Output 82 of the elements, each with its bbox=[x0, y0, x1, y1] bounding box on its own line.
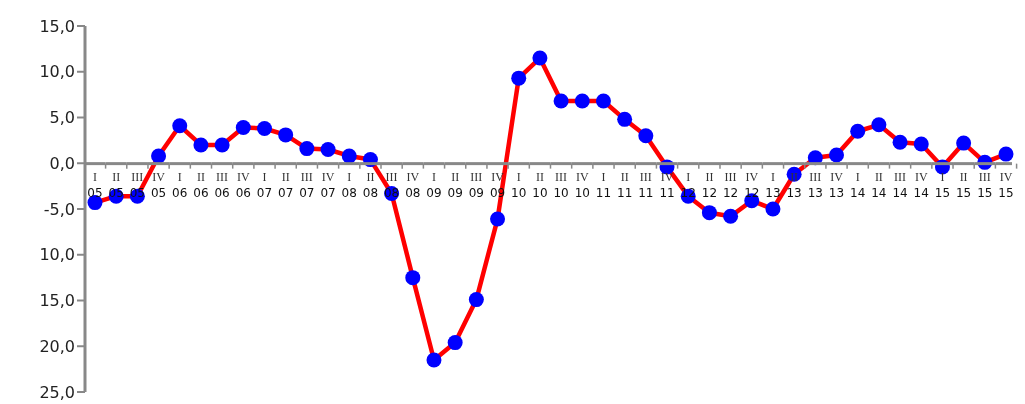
x-tick-label: I 05 bbox=[87, 169, 103, 200]
y-tick-label: 25,0 bbox=[39, 382, 75, 402]
point bbox=[151, 148, 167, 164]
point bbox=[214, 137, 230, 153]
x-tick-label: I 10 bbox=[511, 169, 527, 200]
point bbox=[532, 50, 548, 66]
x-tick-label: III 14 bbox=[892, 169, 908, 200]
point bbox=[235, 120, 251, 136]
point bbox=[701, 205, 717, 221]
x-tick-label: I 13 bbox=[765, 169, 781, 200]
x-tick-label: I 15 bbox=[934, 169, 951, 200]
x-tick-label: IV 06 bbox=[235, 169, 251, 200]
point bbox=[595, 93, 611, 109]
x-tick-label: I 07 bbox=[256, 169, 273, 200]
x-tick-label: II 05 bbox=[108, 169, 124, 200]
x-tick-label: III 11 bbox=[638, 169, 654, 200]
x-tick-label: IV 08 bbox=[405, 169, 421, 200]
x-tick-label: III 13 bbox=[807, 169, 823, 200]
point bbox=[193, 137, 209, 153]
point bbox=[405, 270, 421, 286]
x-tick-label: I 08 bbox=[341, 169, 357, 200]
x-tick-label: II 14 bbox=[871, 169, 887, 200]
x-tick-label: I 11 bbox=[595, 169, 612, 200]
x-tick-label: IV 15 bbox=[998, 169, 1014, 200]
y-tick-label: 20,0 bbox=[39, 336, 75, 356]
point bbox=[172, 118, 188, 134]
x-tick-label: I 06 bbox=[172, 169, 188, 200]
point bbox=[511, 70, 527, 86]
y-tick-label: 15,0 bbox=[39, 16, 75, 36]
y-tick-label: -5,0 bbox=[43, 199, 75, 219]
point bbox=[447, 335, 463, 351]
point bbox=[913, 136, 929, 152]
point bbox=[765, 201, 781, 217]
x-tick-label: III 12 bbox=[722, 169, 739, 200]
y-tick-label: 15,0 bbox=[39, 291, 75, 311]
x-tick-label: II 07 bbox=[278, 169, 294, 200]
x-tick-label: IV 07 bbox=[320, 169, 336, 200]
y-tick-label: 10,0 bbox=[39, 245, 75, 265]
point bbox=[617, 111, 633, 127]
x-tick-label: II 15 bbox=[955, 169, 972, 200]
x-tick-label: IV 13 bbox=[828, 169, 845, 200]
x-tick-label: II 13 bbox=[786, 169, 802, 200]
point bbox=[998, 146, 1014, 162]
point bbox=[299, 141, 315, 157]
point bbox=[320, 142, 336, 158]
point bbox=[956, 135, 972, 151]
x-tick-label: I 09 bbox=[426, 169, 442, 200]
y-tick-label: 0,0 bbox=[49, 153, 75, 173]
x-tick-label: IV 10 bbox=[574, 169, 590, 200]
point bbox=[638, 128, 654, 144]
x-tick-label: IV 11 bbox=[659, 169, 675, 200]
x-tick-label: III 05 bbox=[129, 169, 146, 200]
x-tick-label: III 09 bbox=[468, 169, 484, 200]
x-tick-label: II 09 bbox=[447, 169, 463, 200]
point bbox=[892, 134, 908, 150]
x-tick-label: II 06 bbox=[193, 169, 209, 200]
point bbox=[574, 93, 590, 109]
point bbox=[723, 208, 739, 224]
x-tick-label: II 10 bbox=[532, 169, 548, 200]
point bbox=[829, 147, 845, 163]
x-tick-label: III 07 bbox=[299, 169, 315, 200]
point bbox=[426, 352, 442, 368]
x-tick-label: III 06 bbox=[214, 169, 230, 200]
point bbox=[871, 117, 887, 133]
point bbox=[278, 127, 294, 143]
x-tick-label: II 08 bbox=[362, 169, 379, 200]
point bbox=[256, 120, 272, 136]
point bbox=[468, 292, 484, 308]
x-tick-label: III 10 bbox=[553, 169, 569, 200]
point bbox=[553, 93, 569, 109]
x-tick-label: II 11 bbox=[617, 169, 633, 200]
x-tick-label: I 12 bbox=[680, 169, 696, 200]
y-tick-label: 5,0 bbox=[49, 108, 75, 128]
x-tick-label: III 15 bbox=[977, 169, 993, 200]
point bbox=[490, 211, 506, 227]
x-tick-label: IV 05 bbox=[150, 169, 167, 200]
point bbox=[850, 123, 866, 139]
y-tick-label: 10,0 bbox=[39, 62, 75, 82]
x-tick-label: IV 14 bbox=[913, 169, 929, 200]
x-tick-label: III 08 bbox=[383, 169, 400, 200]
x-tick-label: II 12 bbox=[701, 169, 718, 200]
x-tick-label: I 14 bbox=[850, 169, 866, 200]
